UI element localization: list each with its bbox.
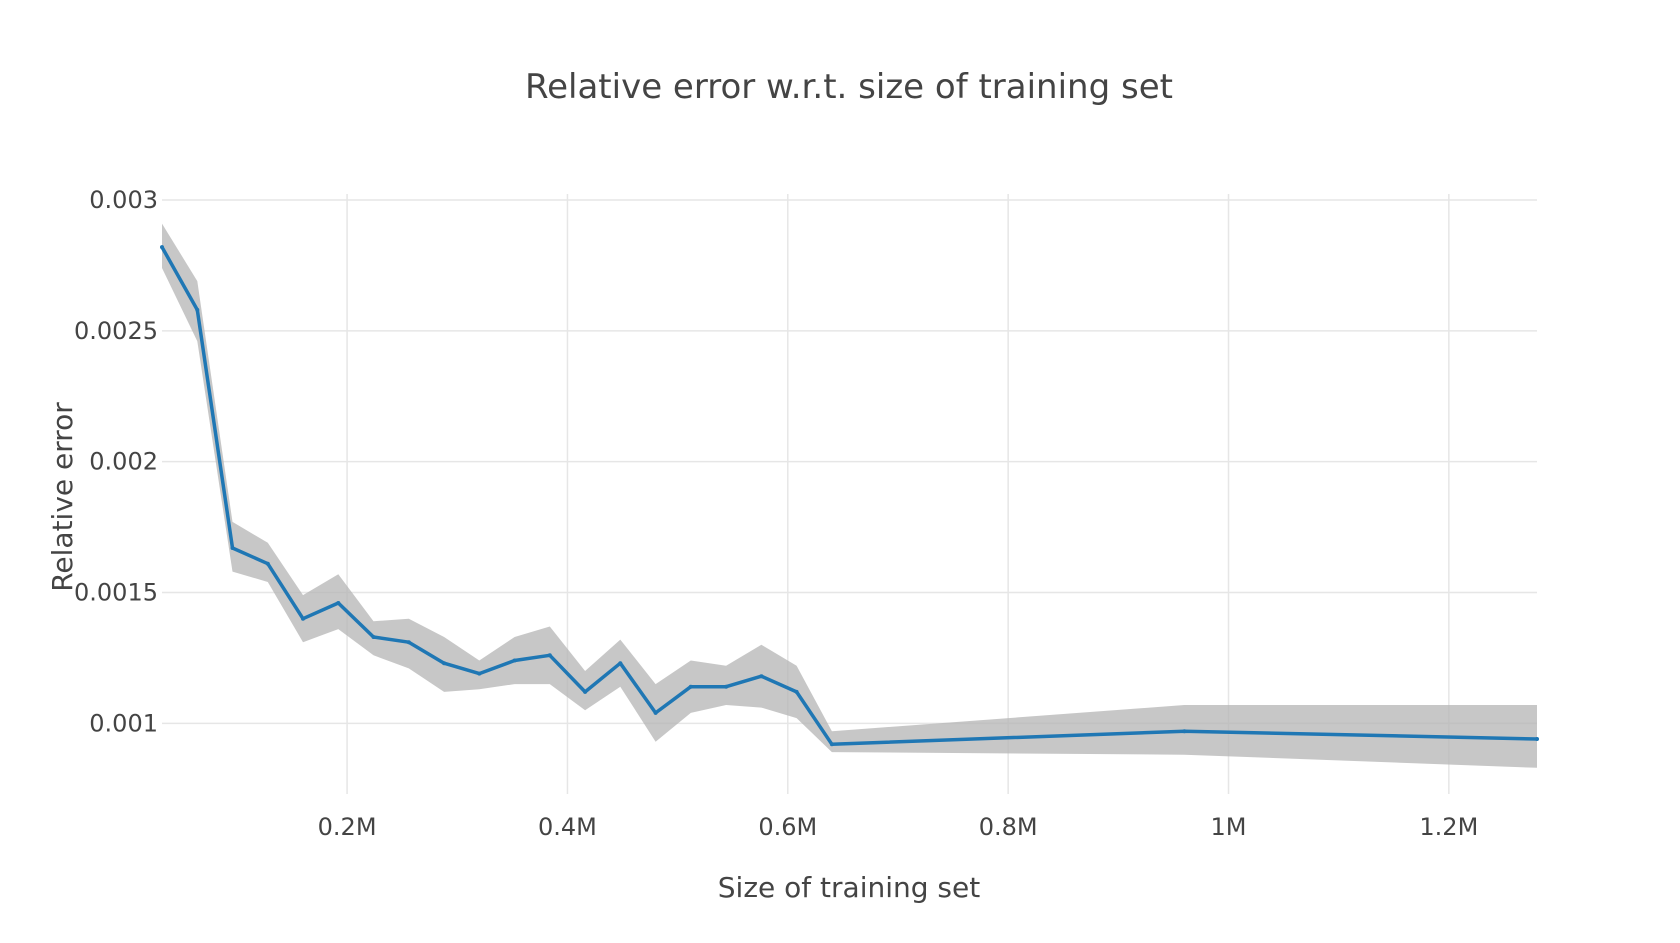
- gridlines: [162, 194, 1537, 794]
- data-point: [794, 689, 799, 694]
- x-tick-label: 1.2M: [1419, 813, 1478, 841]
- data-point: [406, 640, 411, 645]
- y-tick-label: 0.002: [89, 448, 158, 476]
- data-point: [1182, 729, 1187, 734]
- data-point: [724, 684, 729, 689]
- data-point: [336, 601, 341, 605]
- data-point: [371, 635, 376, 639]
- y-tick-label: 0.003: [89, 186, 158, 214]
- data-point: [829, 742, 834, 747]
- x-tick-label: 0.2M: [318, 813, 377, 841]
- x-tick-label: 0.6M: [758, 813, 817, 841]
- data-point: [265, 561, 270, 566]
- y-axis-title: Relative error: [46, 402, 79, 592]
- data-point: [301, 616, 305, 621]
- data-point: [195, 307, 200, 312]
- data-point: [759, 674, 764, 679]
- data-point: [1535, 737, 1539, 741]
- x-axis-title: Size of training set: [718, 871, 980, 904]
- mean-error-line: [160, 245, 1539, 747]
- data-point: [547, 653, 552, 658]
- x-axis-ticks: 0.2M 0.4M 0.6M 0.8M 1M 1.2M: [318, 813, 1479, 841]
- y-tick-label: 0.0025: [74, 317, 158, 345]
- data-point: [583, 689, 588, 694]
- data-point: [512, 658, 517, 663]
- y-tick-label: 0.0015: [74, 579, 158, 607]
- data-point: [230, 546, 235, 550]
- data-point: [477, 671, 482, 676]
- error-band-layer: [162, 223, 1537, 768]
- error-band: [162, 223, 1537, 768]
- x-tick-label: 0.8M: [979, 813, 1038, 841]
- y-tick-label: 0.001: [89, 709, 158, 737]
- data-point: [618, 661, 623, 666]
- data-point: [160, 245, 164, 250]
- y-axis-ticks: 0.001 0.0015 0.002 0.0025 0.003: [74, 186, 158, 737]
- data-point: [653, 710, 658, 715]
- mean-line-layer: [160, 245, 1539, 747]
- chart-title: Relative error w.r.t. size of training s…: [525, 67, 1173, 107]
- x-tick-label: 1M: [1211, 813, 1247, 841]
- x-tick-label: 0.4M: [538, 813, 597, 841]
- data-point: [442, 661, 447, 666]
- data-point: [688, 684, 693, 689]
